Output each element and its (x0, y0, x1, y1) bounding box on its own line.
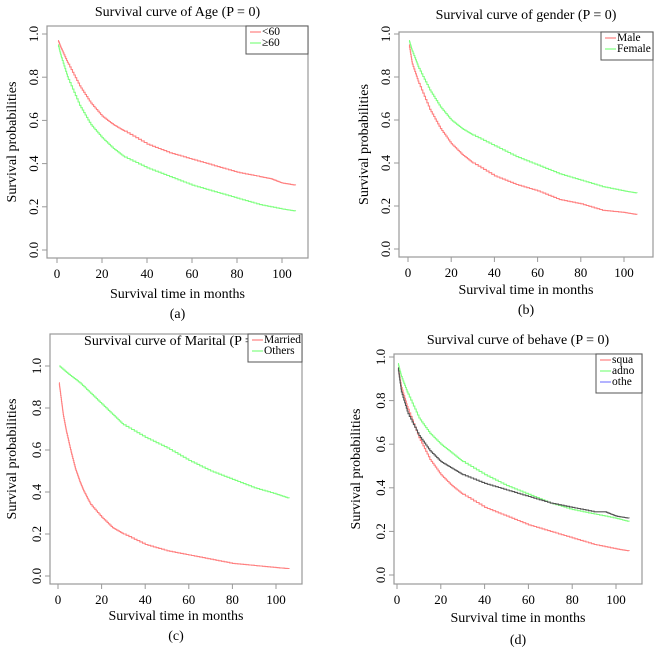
y-axis-label: Survival probabilities (5, 399, 20, 520)
chart-panel-marital: Survival curve of Marital (P = 0) 0 20 40 60… (0, 322, 330, 647)
survival-curve-1 (408, 39, 638, 194)
x-tick-label: 40 (139, 592, 152, 607)
y-tick-label: 1.0 (373, 349, 388, 365)
x-tick-label: 100 (606, 592, 626, 607)
x-tick-label: 0 (405, 265, 412, 280)
y-tick-label: 0.6 (29, 441, 44, 458)
survival-chart-behave: Survival curve of behave (P = 0) 0 20 40 60 8… (349, 333, 643, 647)
legend-label: othe (612, 376, 632, 388)
plot-frame (398, 31, 654, 258)
survival-curve-1 (57, 44, 297, 212)
x-tick-label: 20 (434, 592, 447, 607)
x-axis-label: Survival time in months (459, 283, 594, 298)
x-tick-label: 100 (614, 265, 634, 280)
chart-title: Survival curve of Marital (P = 0) (84, 334, 268, 349)
y-tick-label: 0.6 (26, 112, 41, 129)
y-tick-label: 0.8 (26, 69, 41, 85)
panel-label: (c) (168, 629, 184, 644)
panel-label: (d) (510, 633, 527, 647)
survival-chart-gender: Survival curve of gender (P = 0) 0 20 40 60 8… (357, 8, 654, 318)
legend-box (247, 333, 303, 363)
x-tick-label: 40 (488, 265, 501, 280)
x-tick-label: 80 (226, 592, 239, 607)
x-tick-label: 0 (54, 266, 61, 281)
panel-label: (b) (518, 303, 535, 318)
survival-curve-2 (397, 367, 630, 519)
legend-label: Male (617, 32, 641, 44)
y-tick-label: 0.4 (29, 483, 44, 500)
chart-title: Survival curve of behave (P = 0) (427, 333, 610, 348)
y-tick-label: 0.0 (373, 567, 388, 583)
survival-curve-0 (397, 367, 630, 552)
y-tick-label: 0.2 (26, 199, 41, 215)
x-axis-label: Survival time in months (451, 611, 586, 626)
y-tick-label: 0.8 (29, 400, 44, 416)
x-tick-label: 60 (531, 265, 544, 280)
chart-title: Survival curve of gender (P = 0) (436, 8, 617, 23)
x-tick-label: 80 (574, 265, 587, 280)
x-tick-label: 60 (182, 592, 195, 607)
plot-frame (393, 353, 643, 585)
y-tick-label: 0.4 (26, 155, 41, 172)
x-tick-label: 20 (445, 265, 458, 280)
survival-chart-age: Survival curve of Age (P = 0) 0 20 40 60 80 10… (5, 5, 309, 322)
panel-label: (a) (170, 307, 186, 322)
y-tick-label: 0.8 (378, 69, 393, 85)
x-tick-label: 20 (95, 592, 108, 607)
chart-panel-age: Survival curve of Age (P = 0) 0 20 40 60 80 10… (0, 0, 330, 322)
y-tick-label: 1.0 (26, 26, 41, 42)
y-tick-label: 0.2 (373, 523, 388, 539)
survival-curve-1 (59, 365, 290, 499)
y-tick-label: 0.6 (373, 436, 388, 453)
x-tick-label: 20 (96, 266, 109, 281)
legend-box (245, 25, 309, 55)
x-tick-label: 0 (394, 592, 401, 607)
legend-label: ≥60 (262, 37, 280, 49)
y-tick-label: 0.8 (373, 392, 388, 408)
x-tick-label: 40 (141, 266, 154, 281)
survival-curve-0 (57, 39, 297, 186)
y-axis-label: Survival probabilities (357, 84, 372, 205)
y-tick-label: 1.0 (29, 358, 44, 374)
x-tick-label: 40 (478, 592, 491, 607)
legend-label: Married (264, 334, 301, 346)
chart-panel-behave: Survival curve of behave (P = 0) 0 20 40 60 8… (330, 322, 655, 647)
x-tick-label: 80 (566, 592, 579, 607)
plot-frame (46, 25, 309, 259)
y-axis-label: Survival probabilities (349, 409, 364, 530)
survival-curve-1 (397, 362, 630, 522)
y-tick-label: 0.0 (29, 568, 44, 584)
legend-label: squa (612, 354, 633, 366)
legend-label: Others (264, 345, 295, 357)
legend-box (600, 31, 654, 61)
y-axis-label: Survival probabilities (5, 82, 20, 203)
legend-label: <60 (262, 26, 280, 38)
y-tick-label: 0.2 (29, 526, 44, 542)
x-tick-label: 80 (231, 266, 244, 281)
plot-frame (49, 333, 303, 585)
x-tick-label: 100 (266, 592, 286, 607)
y-tick-label: 0.2 (378, 198, 393, 214)
survival-curve-0 (58, 382, 290, 570)
y-tick-label: 0.4 (378, 154, 393, 171)
x-axis-label: Survival time in months (109, 609, 244, 624)
y-tick-label: 0.0 (26, 242, 41, 258)
survival-chart-marital: Survival curve of Marital (P = 0) 0 20 40 60… (5, 333, 303, 644)
y-tick-label: 0.4 (373, 479, 388, 496)
y-tick-label: 0.0 (378, 241, 393, 257)
legend-label: Female (617, 43, 651, 55)
y-tick-label: 1.0 (378, 26, 393, 42)
chart-panel-gender: Survival curve of gender (P = 0) 0 20 40 60 8… (330, 0, 655, 322)
x-tick-label: 60 (186, 266, 199, 281)
x-tick-label: 60 (522, 592, 535, 607)
x-tick-label: 0 (55, 592, 62, 607)
x-axis-label: Survival time in months (110, 287, 245, 302)
x-tick-label: 100 (272, 266, 292, 281)
legend-label: adno (612, 365, 635, 377)
survival-curve-0 (408, 44, 638, 215)
y-tick-label: 0.6 (378, 111, 393, 128)
chart-title: Survival curve of Age (P = 0) (95, 5, 261, 20)
